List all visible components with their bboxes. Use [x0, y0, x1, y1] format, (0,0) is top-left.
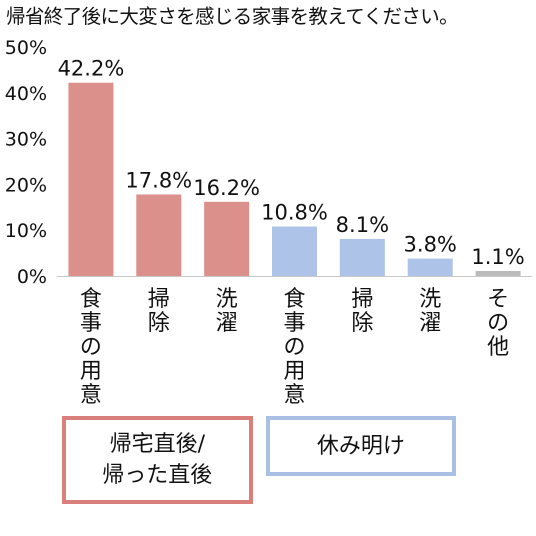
data-label: 8.1%: [336, 213, 389, 237]
group-label-line: 休み明け: [316, 433, 405, 459]
y-tick-label: 10%: [5, 220, 47, 242]
category-label: 洗濯: [216, 287, 238, 336]
data-label: 42.2%: [58, 57, 125, 81]
bar: [136, 194, 182, 276]
data-label: 17.8%: [125, 168, 192, 192]
y-tick-label: 0%: [17, 266, 47, 288]
category-label: 掃除: [148, 287, 170, 336]
bar: [339, 238, 385, 276]
bar: [407, 258, 453, 276]
bars: [68, 82, 521, 276]
y-tick-label: 20%: [5, 174, 47, 196]
data-labels: 42.2% 17.8% 16.2%10.8% 8.1% 3.8% 1.1%: [58, 57, 525, 269]
category-label: 食事の用意: [80, 287, 102, 408]
data-label: 3.8%: [404, 233, 457, 257]
chart-title: 帰省終了後に大変さを感じる家事を教えてください。: [6, 5, 459, 28]
category-label: 洗濯: [419, 287, 441, 336]
group-box: 休み明け: [265, 416, 457, 476]
bar: [204, 201, 250, 276]
category-label: その他: [487, 287, 509, 360]
category-label: 掃除: [351, 287, 373, 336]
bar: [475, 270, 521, 276]
y-tick-label: 30%: [5, 129, 47, 151]
y-axis-ticks: 0% 10% 20% 30% 40% 50%: [5, 37, 47, 288]
data-label: 10.8%: [261, 201, 328, 225]
group-box: 帰宅直後/帰った直後: [62, 416, 253, 504]
y-tick-label: 40%: [5, 83, 47, 105]
data-label: 1.1%: [471, 245, 524, 269]
y-tick-label: 50%: [5, 37, 47, 59]
group-label-line: 帰った直後: [102, 463, 213, 488]
bar: [272, 226, 317, 276]
data-label: 16.2%: [193, 176, 260, 200]
group-label-line: 帰宅直後/: [109, 432, 205, 457]
category-label: 食事の用意: [283, 287, 305, 408]
bar: [68, 82, 114, 276]
